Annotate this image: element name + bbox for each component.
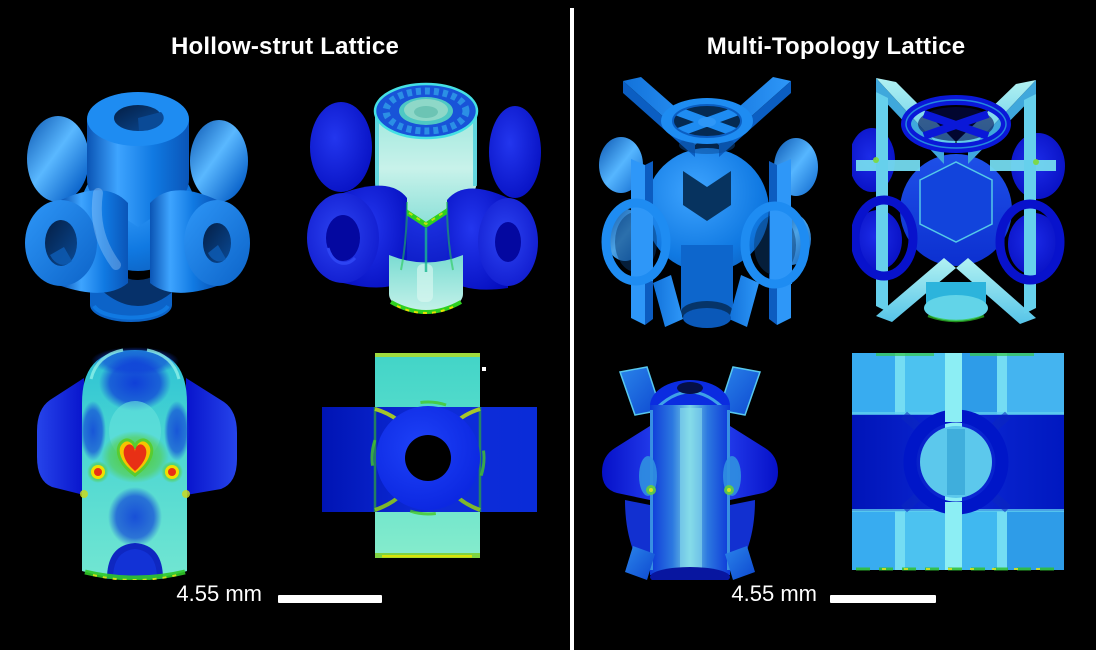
back-lobes (27, 116, 248, 202)
hollow-strut-fea-isometric-render (307, 82, 541, 314)
mid-bulges (639, 456, 741, 496)
stress-hotspot-right (161, 461, 183, 483)
phi-rings (852, 195, 1065, 285)
hex-face (919, 161, 993, 243)
back-lobes (310, 102, 541, 198)
panel-hollow-strut: Hollow-strut Lattice (25, 33, 541, 606)
under-shadow (100, 257, 176, 306)
scale-label: 4.55 mm (731, 581, 817, 606)
multi-topology-fea-isometric-render (852, 78, 1065, 324)
bottom-fins (625, 546, 755, 580)
right-lobe (186, 378, 237, 495)
panel-multi-topology: Multi-Topology Lattice (576, 0, 1096, 650)
section-column (650, 405, 730, 575)
left-lobe (37, 378, 84, 495)
hollow-strut-fea-top-view-render (322, 353, 537, 558)
corner-blocks (852, 353, 1064, 570)
stress-hotspot-left (87, 461, 109, 483)
panel-title: Multi-Topology Lattice (706, 33, 966, 60)
panel-title: Hollow-strut Lattice (170, 33, 399, 60)
top-ring-with-cross (661, 98, 753, 154)
hollow-strut-cad-isometric-render (25, 92, 250, 322)
bottom-strut (389, 255, 463, 314)
side-lobes (602, 426, 778, 558)
front-right-strut (150, 190, 250, 293)
multi-topology-fea-cross-section-render (602, 366, 778, 580)
scale-label: 4.55 mm (176, 581, 262, 606)
multi-topology-fea-top-view-render (852, 353, 1064, 571)
panel-divider (570, 8, 574, 650)
scale-bar (278, 595, 382, 603)
sheen (91, 188, 121, 270)
junction-seams (400, 201, 454, 272)
front-left-strut (25, 190, 128, 293)
right-phi-ring (740, 201, 810, 289)
diagonal-shadows (901, 411, 1011, 513)
left-phi-ring (601, 198, 671, 286)
artifact-dot (482, 367, 486, 371)
scale-bar (830, 595, 936, 603)
top-ring-with-cross (901, 95, 1011, 153)
hollow-strut-fea-cross-section-render (37, 347, 237, 580)
hex-notch (683, 171, 731, 221)
center-hole (405, 435, 451, 481)
cross-plates (876, 78, 1036, 324)
multi-topology-cad-isometric-render (599, 77, 818, 328)
stress-hotspot-heart (101, 431, 169, 483)
bottom-fins (653, 275, 759, 328)
bottom-strut (924, 282, 988, 323)
